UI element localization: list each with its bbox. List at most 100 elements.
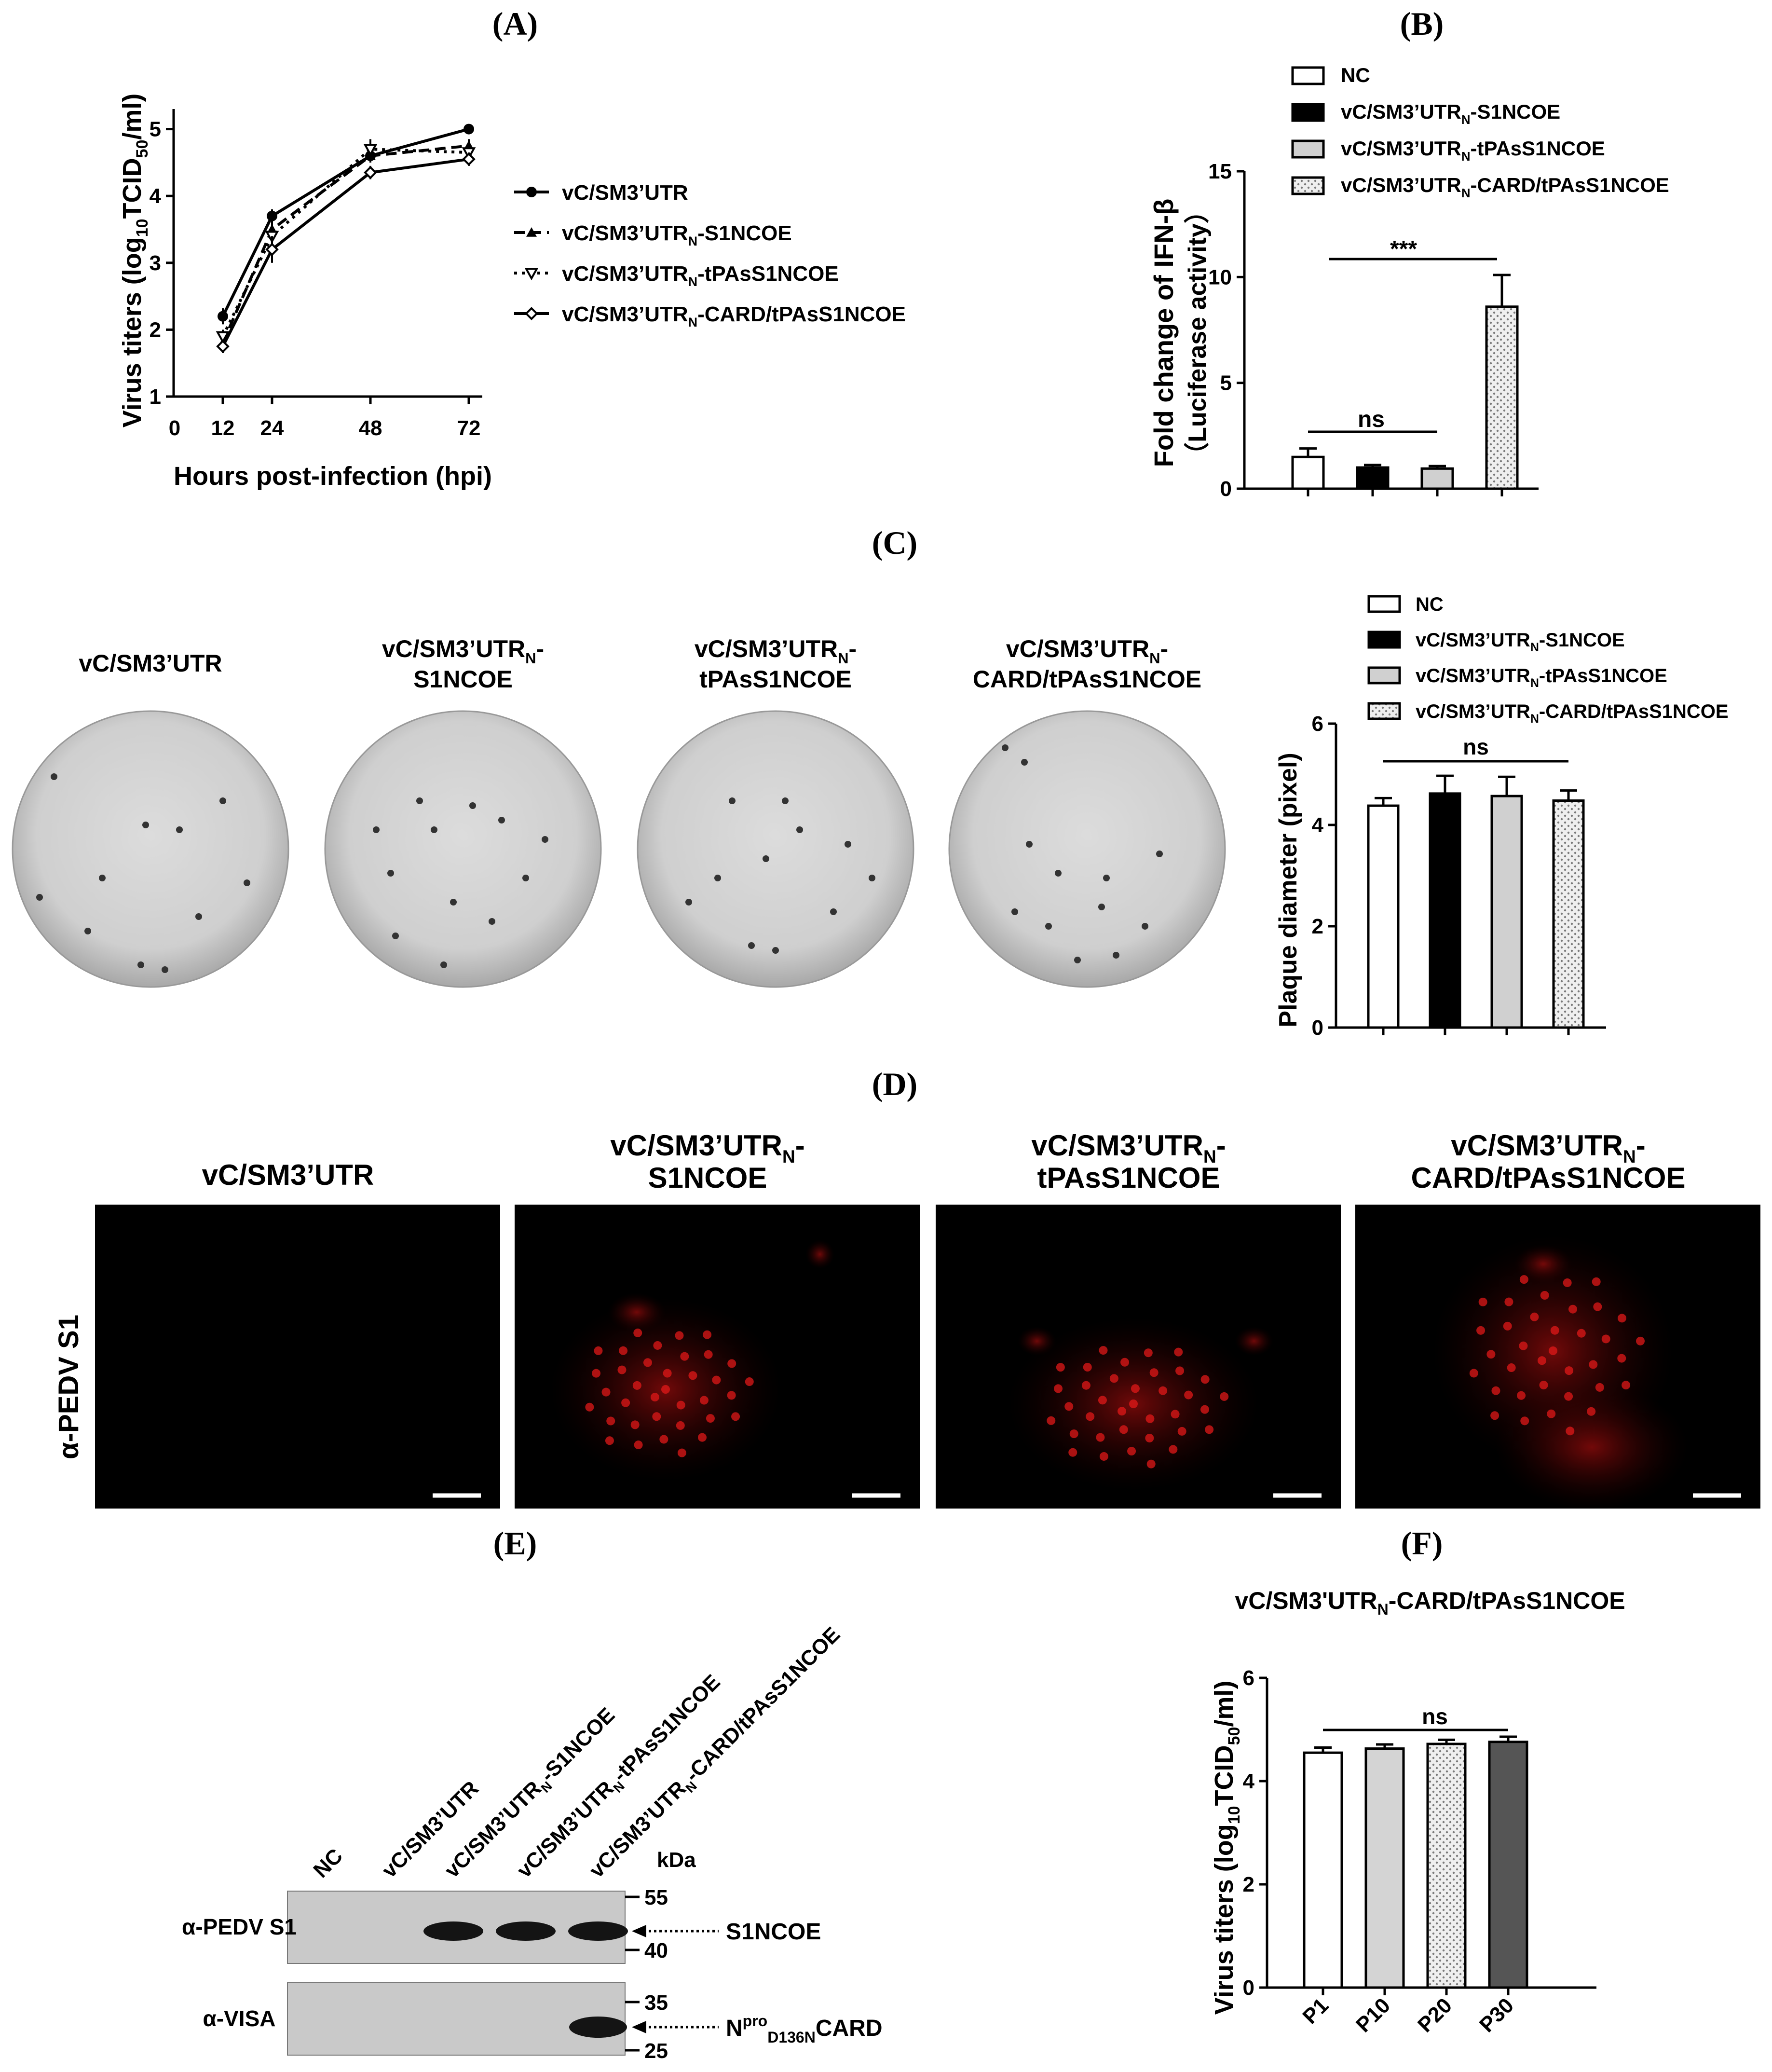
d-image-title-main: vC/SM3’UTR [202,1159,374,1191]
d-red-cell [1118,1407,1127,1416]
c-plate-1: vC/SM3’UTR [12,650,289,988]
d-image-title-line1-sub: N [1623,1147,1636,1166]
d-red-cell [1069,1429,1078,1439]
d-red-cell [605,1436,614,1445]
b-bar [1420,467,1454,490]
a-ytick-label: 5 [150,118,161,141]
c-plate-label-line1-main: vC/SM3’UTR [695,635,838,662]
f-sig-label: ns [1422,1704,1448,1729]
c-plaque [869,875,875,881]
d-red-cell [661,1385,670,1394]
c-sig-label: ns [1463,734,1489,759]
a-data-point [216,331,230,344]
d-image-title-line1-tail: - [1216,1129,1226,1162]
b-legend: NCvC/SM3’UTRN-S1NCOEvC/SM3’UTRN-tPAsS1NC… [1291,64,1669,200]
f-y-axis-label: Virus titers (log10TCID50/ml) [1210,1681,1243,2015]
b-legend-label-tail: -CARD/tPAsS1NCOE [1470,174,1669,196]
b-legend-label-main: vC/SM3’UTR [1341,174,1461,196]
d-red-cell [1587,1407,1596,1416]
d-red-cell [703,1330,712,1339]
b-legend-swatch [1291,66,1325,85]
a-ytick-label: 3 [150,251,161,275]
a-legend-label-main: vC/SM3’UTR [562,221,688,245]
e-band-s1ncoe [423,1921,483,1941]
a-series-line [221,127,469,317]
e-band2-arrow [632,2021,719,2033]
d-red-signal [608,1293,666,1331]
a-legend-label-main: vC/SM3’UTR [562,262,688,286]
d-image-title-line2: tPAsS1NCOE [1037,1162,1220,1194]
d-image-title-line2: CARD/tPAsS1NCOE [1411,1162,1686,1194]
a-data-point [267,210,277,221]
c-plate-dish [12,710,289,988]
d-red-cell [1476,1326,1486,1335]
d-image-title-line1-sub: N [1203,1147,1216,1166]
panel-c: vC/SM3’UTR vC/SM3’UTRN-S1NCOE vC/SM3’UTRN-… [12,594,1729,1040]
d-red-signal [1495,1385,1688,1510]
c-plate-label-line1-tail: - [536,635,545,662]
d-red-cell [731,1412,740,1421]
d-red-cell [1617,1314,1626,1323]
c-plaque-plates: vC/SM3’UTRvC/SM3’UTRN-S1NCOEvC/SM3’UTRN-… [12,635,1226,988]
a-legend-label-sub: N [688,234,698,248]
b-legend-label: vC/SM3’UTRN-S1NCOE [1341,100,1560,127]
d-red-cell [1517,1391,1526,1400]
d-image-title-line1-main: vC/SM3’UTR [1031,1129,1203,1162]
d-red-cell [619,1346,628,1355]
a-legend-label-main: vC/SM3’UTR [562,302,688,326]
d-red-cell [1109,1374,1118,1383]
d-red-cell [680,1352,689,1361]
d-red-cell [706,1414,715,1423]
c-plaque [1021,759,1028,766]
panel-f-bar-chart: vC/SM3'UTRN-CARD/tPAsS1NCOE 0 2 4 6 P1 P10 P20… [1210,1587,1625,2037]
c-plaque [219,797,226,804]
d-red-cell [676,1400,685,1410]
c-ytick-label: 2 [1312,915,1323,938]
d-red-cell [1127,1447,1136,1456]
f-ytick-label: 2 [1243,1873,1254,1896]
c-bar [1367,804,1400,1029]
c-plaque [1142,923,1148,930]
c-plate-4: vC/SM3’UTRN-CARD/tPAsS1NCOE [948,635,1226,988]
d-red-cell [1507,1363,1516,1372]
d-red-cell [1564,1392,1573,1401]
c-ytick-label: 0 [1312,1016,1323,1040]
e-blot1-label: α-PEDV S1 [182,1914,297,1939]
b-legend-swatch [1291,103,1325,122]
f-bar [1303,1751,1343,1989]
c-plaque [782,797,789,804]
c-plaque [796,826,803,833]
a-xtick-label: 12 [211,416,235,440]
d-red-cell [585,1402,594,1412]
c-legend-label: vC/SM3’UTRN-S1NCOE [1416,630,1625,654]
d-red-cell [697,1433,707,1442]
a-series-line [221,157,469,347]
d-red-cell [1056,1363,1065,1372]
b-ytick-label: 0 [1220,477,1232,501]
a-legend-label-sub: N [688,274,698,289]
d-red-cell [699,1396,709,1405]
e-band1-arrow [632,1925,719,1937]
a-series-layer [216,123,476,353]
c-plaque [845,841,851,848]
d-image-title-line1-main: vC/SM3’UTR [610,1129,782,1162]
d-image-2: vC/SM3’UTRN-S1NCOE [515,1129,920,1509]
d-red-cell [606,1416,615,1426]
c-plate-label-line1-tail: - [1160,635,1169,662]
c-ytick-label: 4 [1312,813,1324,837]
c-bar [1429,792,1461,1029]
c-bars-layer: ns [1367,734,1585,1029]
panel-label-a: (A) [492,5,538,42]
c-plaque [729,797,736,804]
e-marker-25: 25 [644,2039,668,2063]
a-series-3 [216,139,476,344]
d-image-title-line1-main: vC/SM3’UTR [1451,1129,1623,1162]
d-red-cell [1565,1366,1574,1375]
e-band-s1ncoe [568,1921,628,1941]
d-red-cell [1490,1411,1499,1420]
a-legend-label-tail: -tPAsS1NCOE [697,262,839,286]
b-legend-label-tail: -tPAsS1NCOE [1470,137,1605,160]
d-red-cell [1145,1433,1154,1442]
d-image-title-line1-tail: - [795,1129,805,1162]
a-legend-label-sub: N [688,315,698,329]
